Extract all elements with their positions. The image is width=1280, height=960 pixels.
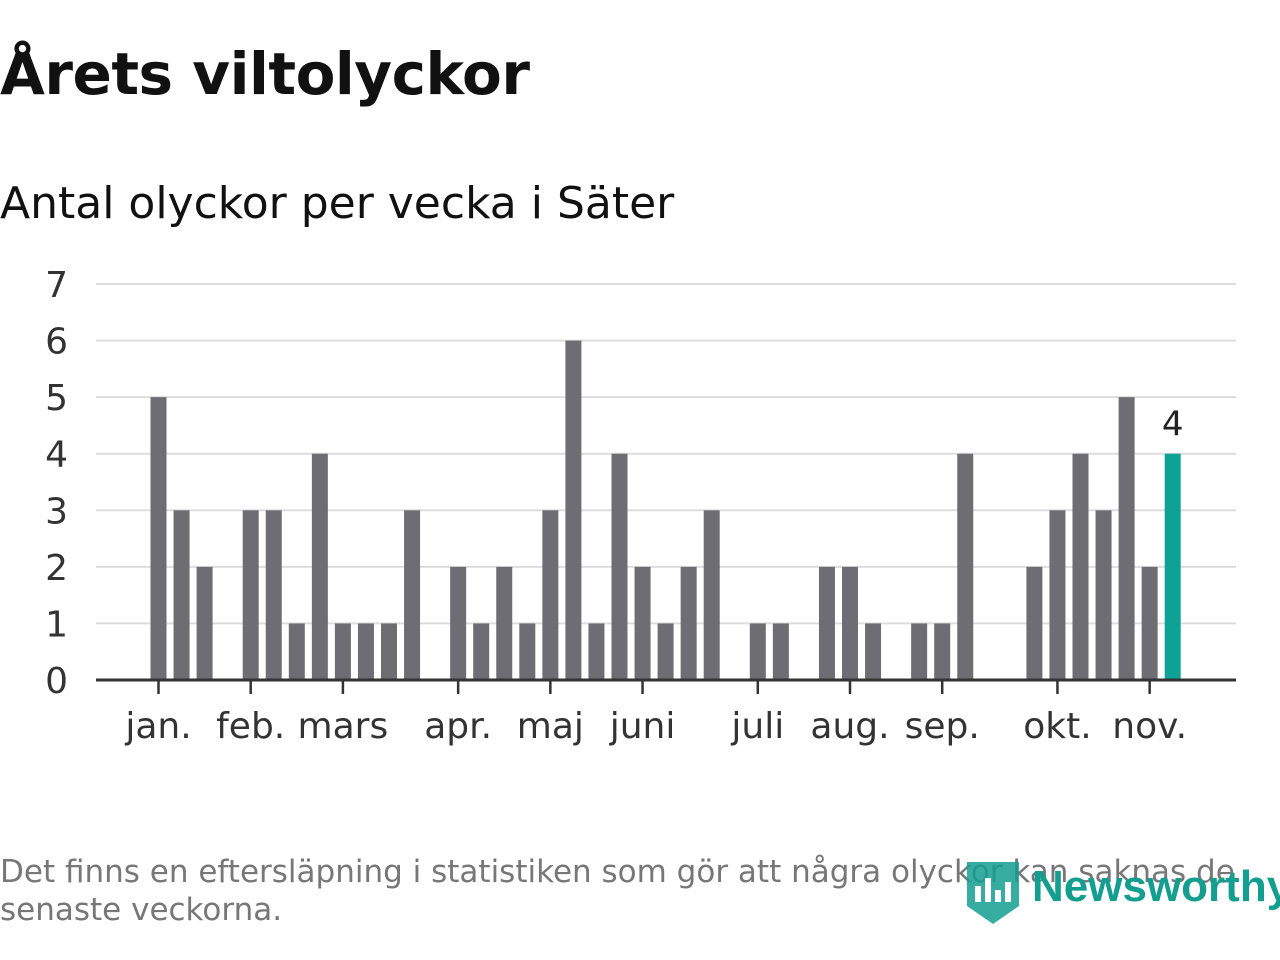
newsworthy-logo-text: Newsworthy — [1032, 862, 1280, 911]
bar — [749, 623, 766, 680]
data-label-highlight: 4 — [1162, 405, 1184, 445]
chart-title: Årets viltolyckor — [0, 40, 530, 108]
bar — [334, 623, 351, 680]
bar — [680, 566, 697, 680]
bar — [357, 623, 374, 680]
bar — [404, 510, 421, 680]
bar — [542, 510, 559, 680]
x-tick-label: aug. — [810, 706, 889, 747]
bar — [1072, 453, 1089, 680]
footnote: Det finns en eftersläpning i statistiken… — [0, 854, 1235, 928]
data-labels: 4 — [1162, 405, 1184, 445]
bar — [634, 566, 651, 680]
bar — [450, 566, 467, 680]
bar — [865, 623, 882, 680]
y-tick-label: 4 — [45, 435, 68, 476]
bar — [957, 453, 974, 680]
bar — [242, 510, 259, 680]
y-axis-ticks: 0 1 2 3 4 5 6 7 — [45, 265, 68, 702]
bar — [703, 510, 720, 680]
x-tick-label: feb. — [216, 706, 285, 747]
bar-highlight — [1164, 453, 1181, 680]
x-axis-ticks: jan. feb. mars apr. maj juni juli aug. sep. okt. n… — [124, 680, 1187, 747]
bar — [565, 340, 582, 680]
bar — [657, 623, 674, 680]
bar — [265, 510, 282, 680]
bar — [818, 566, 835, 680]
x-tick-label: sep. — [905, 706, 980, 747]
x-tick-label: jan. — [124, 706, 191, 747]
bar — [519, 623, 536, 680]
bar-chart: 0 1 2 3 4 5 6 7 jan. feb. mars apr. maj juni juli aug.… — [45, 265, 1236, 747]
bar — [911, 623, 928, 680]
gridlines — [96, 283, 1236, 625]
x-tick-label: juli — [730, 706, 784, 747]
bar — [842, 566, 858, 680]
bar — [1026, 566, 1043, 680]
bar — [611, 453, 628, 680]
bar — [588, 623, 605, 680]
bar — [381, 623, 397, 680]
x-tick-label: mars — [298, 706, 389, 747]
bar — [496, 566, 513, 680]
y-tick-label: 7 — [45, 265, 68, 306]
bars — [96, 340, 1236, 682]
bar — [1141, 566, 1158, 680]
x-tick-label: nov. — [1112, 706, 1187, 747]
y-tick-label: 3 — [45, 491, 68, 532]
y-tick-label: 0 — [45, 661, 68, 702]
bar — [196, 566, 213, 680]
bar — [311, 453, 328, 680]
bar — [1118, 397, 1135, 680]
newsworthy-logo-icon — [967, 862, 1019, 924]
bar — [1095, 510, 1112, 680]
bar — [473, 623, 490, 680]
y-tick-label: 6 — [45, 322, 68, 363]
y-tick-label: 1 — [45, 604, 68, 645]
y-tick-label: 5 — [45, 378, 68, 419]
bar — [173, 510, 190, 680]
bar — [150, 397, 167, 680]
chart-subtitle: Antal olyckor per vecka i Säter — [0, 178, 675, 229]
bar — [772, 623, 789, 680]
x-tick-label: apr. — [424, 706, 492, 747]
y-tick-label: 2 — [45, 548, 68, 589]
bar — [934, 623, 951, 680]
bar — [1049, 510, 1066, 680]
x-tick-label: okt. — [1023, 706, 1091, 747]
x-tick-label: maj — [517, 706, 584, 747]
bar — [288, 623, 305, 680]
x-tick-label: juni — [609, 706, 676, 747]
